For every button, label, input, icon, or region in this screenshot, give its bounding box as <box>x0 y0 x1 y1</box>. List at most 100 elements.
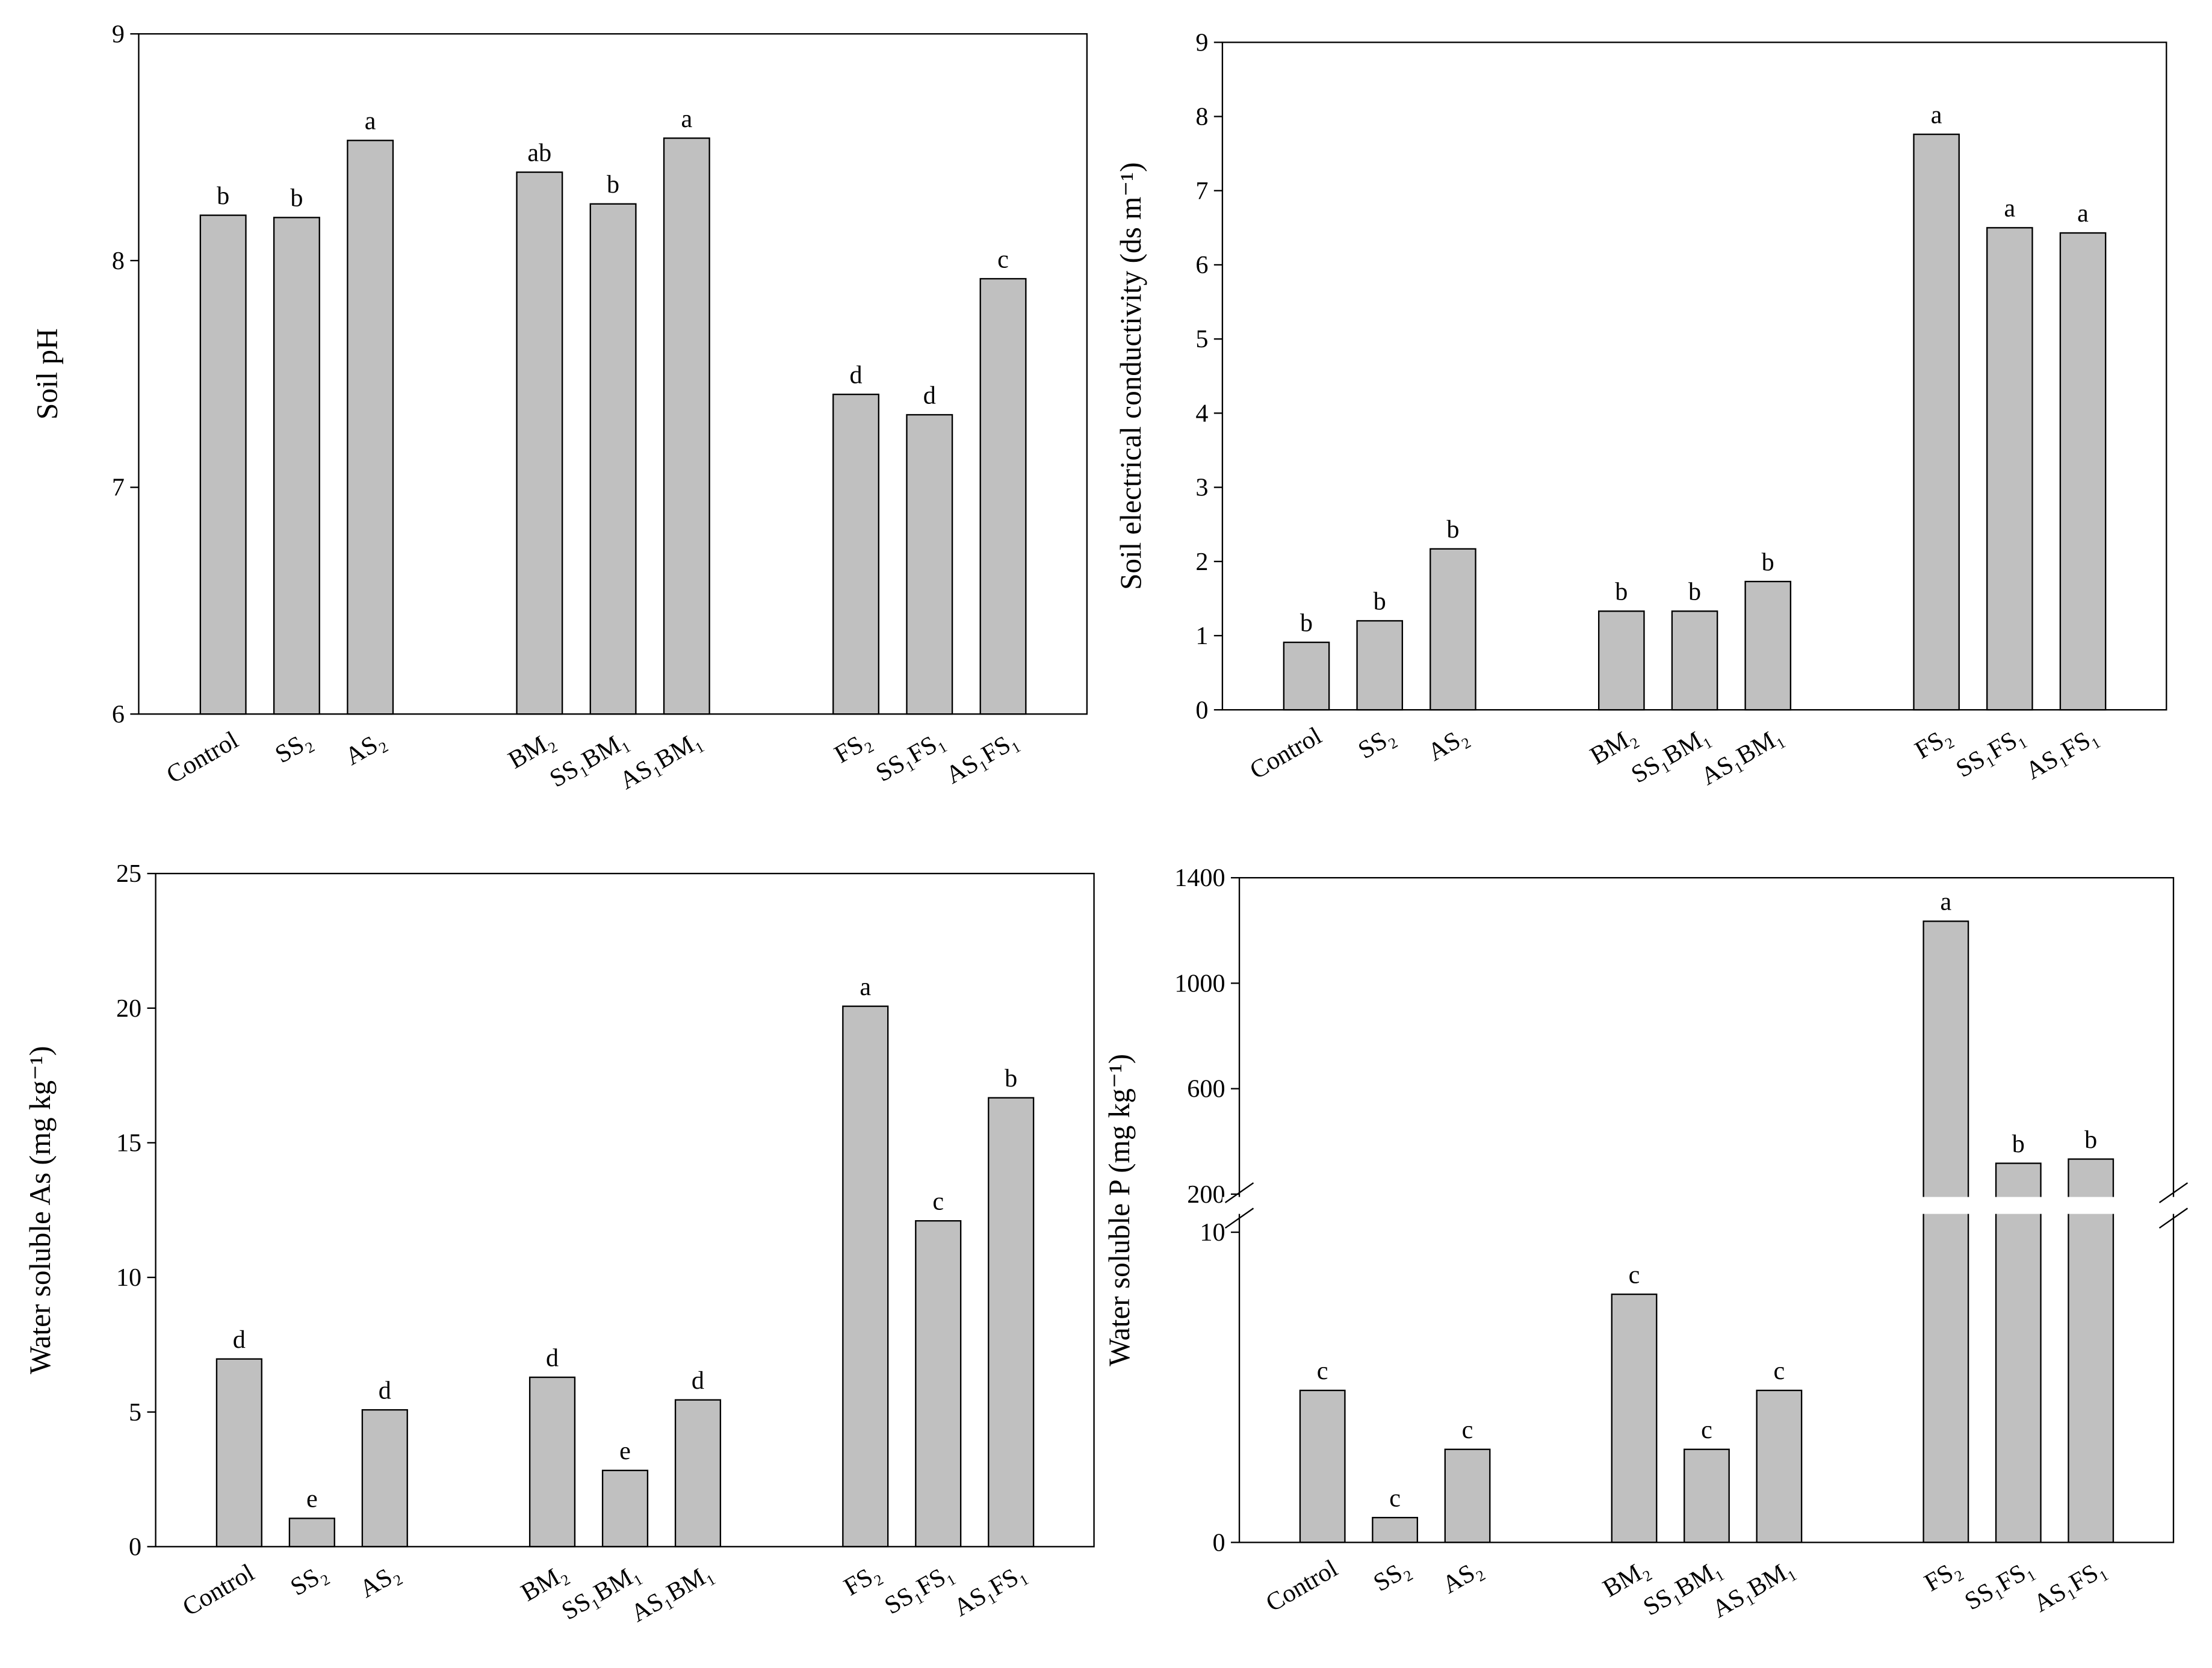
significance-letter: b <box>290 184 303 212</box>
significance-letter: ab <box>527 138 551 167</box>
x-tick-label: AS₁FS₁ <box>941 726 1023 790</box>
x-tick-label: FS₂ <box>829 726 876 769</box>
significance-letter: b <box>217 182 229 210</box>
y-tick-label: 10 <box>1200 1218 1225 1247</box>
significance-letter: c <box>997 245 1009 273</box>
bar <box>1430 548 1476 711</box>
bar <box>516 171 563 715</box>
x-tick-label: Control <box>1261 1554 1342 1617</box>
y-tick-label: 6 <box>112 700 125 728</box>
bar <box>601 1469 649 1548</box>
significance-letter: d <box>692 1366 704 1395</box>
y-tick-label: 0 <box>1195 696 1208 724</box>
chart: 01020060010001400cControlcSS₂cAS₂cBM₂cSS… <box>1103 864 2191 1623</box>
bar <box>361 1409 408 1548</box>
bar <box>1299 1389 1346 1543</box>
significance-letter: c <box>1629 1260 1640 1289</box>
y-tick-label: 20 <box>116 994 141 1023</box>
y-tick-label: 10 <box>116 1263 141 1292</box>
x-tick-label: AS₁BM₁ <box>1707 1554 1799 1623</box>
significance-letter: a <box>681 105 692 133</box>
y-tick-label: 25 <box>116 860 141 888</box>
x-tick-label: FS₂ <box>839 1558 885 1602</box>
y-tick-label: 15 <box>116 1129 141 1158</box>
y-tick-label: 7 <box>1195 177 1208 205</box>
bar <box>832 393 880 715</box>
plot-frame <box>138 33 1088 715</box>
bar <box>1372 1516 1419 1543</box>
x-tick-label: AS₂ <box>340 726 390 771</box>
bar <box>215 1358 262 1548</box>
y-tick-label: 1400 <box>1174 864 1225 892</box>
x-tick-label: Control <box>178 1558 259 1622</box>
significance-letter: c <box>1389 1484 1401 1512</box>
x-tick-label: SS₁BM₁ <box>1638 1554 1726 1622</box>
axis-break <box>1222 1197 2191 1214</box>
y-axis-label: Soil electrical conductivity (ds m⁻¹) <box>1114 163 1147 590</box>
significance-letter: c <box>1774 1357 1785 1385</box>
bar <box>988 1097 1035 1548</box>
bar <box>2059 232 2107 711</box>
x-tick-label: SS₂ <box>1369 1554 1415 1598</box>
significance-letter: b <box>1446 515 1459 544</box>
bar <box>663 137 710 715</box>
chart: 0123456789bControlbSS₂bAS₂bBM₂bSS₁BM₁bAS… <box>1114 28 2167 791</box>
x-tick-label: AS₂ <box>1437 1554 1487 1599</box>
y-tick-label: 0 <box>129 1533 141 1561</box>
bar <box>1684 1448 1730 1543</box>
y-tick-label: 200 <box>1187 1180 1225 1209</box>
significance-letter: c <box>1462 1416 1473 1444</box>
significance-letter: d <box>233 1325 246 1354</box>
significance-letter: b <box>1005 1064 1017 1093</box>
y-tick-label: 1 <box>1195 622 1208 650</box>
x-tick-label: AS₂ <box>355 1558 404 1604</box>
x-tick-label: AS₁FS₁ <box>949 1558 1031 1622</box>
x-tick-label: AS₁BM₁ <box>615 726 707 795</box>
break-mark <box>2158 1182 2189 1203</box>
x-tick-label: AS₁FS₁ <box>2021 722 2102 786</box>
bar <box>528 1376 576 1548</box>
significance-letter: a <box>860 973 871 1001</box>
y-tick-label: 8 <box>112 247 125 275</box>
bar <box>1444 1448 1491 1543</box>
x-tick-label: SS₁FS₁ <box>871 726 949 787</box>
x-tick-label: Control <box>162 726 243 789</box>
significance-letter: b <box>1688 578 1701 606</box>
y-tick-label: 9 <box>112 20 125 48</box>
y-tick-label: 600 <box>1187 1075 1225 1103</box>
significance-letter: a <box>2004 194 2015 223</box>
y-axis-label: Soil pH <box>30 328 63 420</box>
x-tick-label: AS₂ <box>1423 722 1473 767</box>
chart: 6789bControlbSS₂aAS₂abBM₂bSS₁BM₁aAS₁BM₁d… <box>30 20 1088 795</box>
bar <box>199 214 247 715</box>
bar <box>1986 227 2033 711</box>
bar <box>1995 1162 2042 1543</box>
significance-letter: e <box>619 1437 631 1465</box>
y-tick-label: 1000 <box>1174 969 1225 997</box>
bar <box>1913 133 1960 711</box>
chart: 0510152025dControleSS₂dAS₂dBM₂eSS₁BM₁dAS… <box>23 860 1095 1628</box>
bar <box>1922 920 1969 1543</box>
significance-letter: b <box>2012 1130 2025 1158</box>
x-tick-label: AS₁BM₁ <box>1696 722 1788 791</box>
significance-letter: b <box>2084 1126 2097 1154</box>
bar <box>915 1220 962 1548</box>
bar <box>1598 610 1645 711</box>
bar <box>1756 1389 1803 1543</box>
bar <box>906 414 953 715</box>
bar <box>347 140 394 715</box>
significance-letter: b <box>1615 578 1628 606</box>
significance-letter: b <box>1374 588 1386 616</box>
x-tick-label: SS₂ <box>270 726 317 769</box>
y-tick-label: 0 <box>1213 1528 1225 1557</box>
x-tick-label: SS₁FS₁ <box>880 1558 958 1620</box>
break-mark <box>2158 1208 2189 1229</box>
bar <box>1356 620 1404 711</box>
x-tick-label: SS₁BM₁ <box>557 1558 645 1626</box>
x-tick-label: FS₂ <box>1919 1554 1966 1598</box>
plot-frame <box>1221 42 2167 711</box>
y-tick-label: 7 <box>112 474 125 502</box>
significance-letter: c <box>1317 1357 1328 1385</box>
bar <box>273 217 320 715</box>
